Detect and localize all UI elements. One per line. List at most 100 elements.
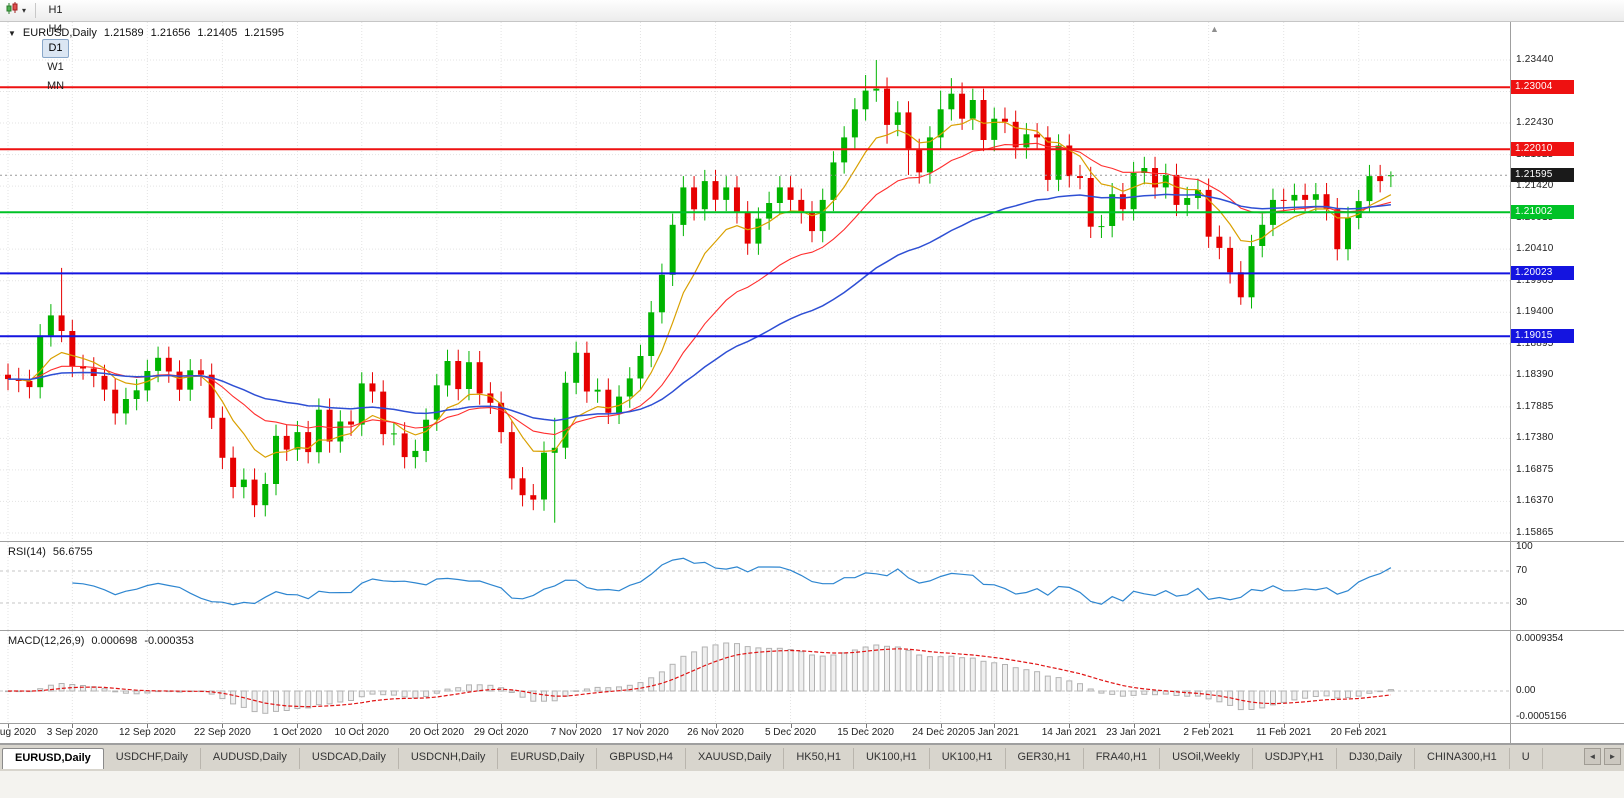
macd-histogram-bar	[991, 662, 998, 692]
macd-histogram-bar	[1173, 690, 1180, 696]
date-tick-mark	[222, 724, 224, 728]
macd-histogram-bar	[905, 649, 912, 692]
macd-histogram-bar	[1130, 690, 1137, 696]
macd-histogram-bar	[862, 646, 869, 692]
macd-histogram-bar	[969, 657, 976, 692]
symbol-tab[interactable]: AUDUSD,Daily	[201, 748, 300, 769]
fast-ma-line	[7, 117, 1392, 458]
macd-histogram-bar	[1109, 690, 1116, 695]
macd-histogram-bar	[1077, 683, 1083, 692]
date-tick-mark	[576, 724, 578, 728]
timeframe-button-mn[interactable]: MN	[46, 80, 65, 92]
symbol-tab[interactable]: UK100,H1	[930, 748, 1006, 769]
panel-divider	[0, 743, 1624, 744]
macd-histogram-bar	[894, 646, 901, 692]
rsi-line	[72, 557, 1392, 606]
macd-histogram-bar	[1055, 677, 1062, 692]
date-tick-label: 17 Nov 2020	[612, 727, 669, 738]
macd-histogram-bar	[841, 652, 848, 692]
symbol-tab[interactable]: GER30,H1	[1006, 748, 1084, 769]
symbol-tab[interactable]: XAUUSD,Daily	[686, 748, 785, 769]
macd-histogram-bar	[830, 654, 837, 692]
date-tick-label: 29 Oct 2020	[473, 727, 529, 738]
date-tick-mark	[147, 724, 149, 728]
rsi-axis-label: 70	[1516, 565, 1528, 576]
date-tick-mark	[790, 724, 792, 728]
status-strip	[0, 770, 1624, 798]
panel-divider[interactable]	[0, 630, 1624, 631]
chart-type-dropdown-icon[interactable]: ▾	[22, 6, 27, 15]
macd-histogram-bar	[594, 686, 601, 692]
symbol-tab[interactable]: USOil,Weekly	[1160, 748, 1253, 769]
symbol-tab[interactable]: USDCHF,Daily	[104, 748, 201, 769]
price-level-badge: 1.20023	[1511, 266, 1574, 281]
symbol-tab[interactable]: DJ30,Daily	[1337, 748, 1416, 769]
date-tick-mark	[297, 724, 299, 728]
macd-histogram-bar	[80, 685, 86, 692]
timeframe-button-h1[interactable]: H1	[48, 4, 63, 16]
macd-histogram-bar	[1034, 671, 1041, 692]
chart-type-icon[interactable]	[5, 1, 20, 20]
panel-divider	[0, 723, 1624, 724]
macd-histogram-bar	[262, 690, 269, 714]
macd-histogram-bar	[1280, 690, 1287, 703]
macd-histogram-bar	[680, 655, 687, 692]
chart-tab-bar: EURUSD,Daily USDCHF,Daily AUDUSD,Daily USDC…	[0, 744, 1624, 771]
date-tick-label: 12 Sep 2020	[119, 727, 176, 738]
macd-signal-value: -0.000353	[144, 635, 194, 647]
macd-histogram-bar	[122, 690, 129, 694]
symbol-tab[interactable]: EURUSD,Daily	[498, 748, 598, 769]
macd-histogram-bar	[787, 649, 794, 692]
date-tick-label: 3 Sep 2020	[46, 727, 98, 738]
macd-histogram-bar	[1291, 690, 1298, 701]
macd-histogram-bar	[294, 690, 301, 709]
symbol-tab[interactable]: USDCNH,Daily	[399, 748, 499, 769]
macd-histogram-bar	[1302, 690, 1309, 699]
timeframe-button-h4[interactable]: H4	[48, 23, 63, 35]
date-tick-label: 22 Sep 2020	[194, 727, 251, 738]
macd-histogram-bar	[1377, 690, 1384, 693]
symbol-tab[interactable]: HK50,H1	[784, 748, 854, 769]
macd-histogram-bar	[487, 684, 494, 692]
macd-histogram-bar	[1087, 688, 1094, 692]
macd-histogram-bar	[1066, 680, 1073, 692]
symbol-tab[interactable]: FRA40,H1	[1084, 748, 1161, 769]
tab-scroll-left-icon[interactable]: ◄	[1584, 748, 1601, 765]
symbol-tab[interactable]: USDJPY,H1	[1253, 748, 1337, 769]
date-tick-mark	[865, 724, 867, 728]
macd-histogram-bar	[658, 671, 665, 692]
symbol-tab[interactable]: U	[1510, 748, 1543, 769]
timeframe-button-d1[interactable]: D1	[42, 39, 70, 58]
macd-histogram-bar	[1044, 675, 1051, 692]
one-click-trading-icon[interactable]: ▼	[8, 28, 16, 38]
price-tick-label: 1.15865	[1516, 526, 1554, 538]
macd-panel-canvas[interactable]	[0, 631, 1510, 723]
macd-histogram-bar	[230, 690, 237, 705]
macd-histogram-bar	[219, 690, 226, 700]
symbol-tab[interactable]: GBPUSD,H4	[597, 748, 686, 769]
price-tick-label: 1.18390	[1516, 369, 1554, 381]
rsi-panel-canvas[interactable]	[0, 542, 1510, 630]
date-tick-label: 1 Oct 2020	[272, 727, 322, 738]
price-level-badge: 1.22010	[1511, 142, 1574, 157]
symbol-tab[interactable]: UK100,H1	[854, 748, 930, 769]
chart-shift-marker-icon[interactable]: ▲	[1210, 24, 1219, 34]
panel-divider[interactable]	[0, 541, 1624, 542]
symbol-tab[interactable]: EURUSD,Daily	[2, 748, 104, 769]
macd-histogram-bar	[1141, 690, 1148, 695]
date-tick-label: 10 Oct 2020	[334, 727, 389, 738]
macd-histogram-bar	[755, 647, 762, 692]
symbol-tab[interactable]: USDCAD,Daily	[300, 748, 399, 769]
symbol-tab[interactable]: CHINA300,H1	[1415, 748, 1510, 769]
price-tick-label: 1.23440	[1516, 54, 1554, 65]
rsi-value: 56.6755	[52, 546, 93, 558]
macd-histogram-bar	[58, 683, 65, 692]
macd-histogram-bar	[133, 690, 140, 695]
tab-scroll-right-icon[interactable]: ►	[1604, 748, 1621, 765]
rsi-axis-label: 30	[1516, 597, 1528, 608]
timeframe-button-w1[interactable]: W1	[47, 61, 64, 73]
macd-histogram-bar	[1119, 690, 1126, 697]
ohlc-high: 1.21656	[150, 27, 191, 39]
date-tick-label: 26 Nov 2020	[687, 727, 744, 738]
price-chart-canvas[interactable]	[0, 22, 1510, 542]
